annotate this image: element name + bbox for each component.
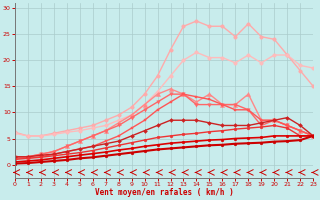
X-axis label: Vent moyen/en rafales ( km/h ): Vent moyen/en rafales ( km/h )	[95, 188, 233, 197]
